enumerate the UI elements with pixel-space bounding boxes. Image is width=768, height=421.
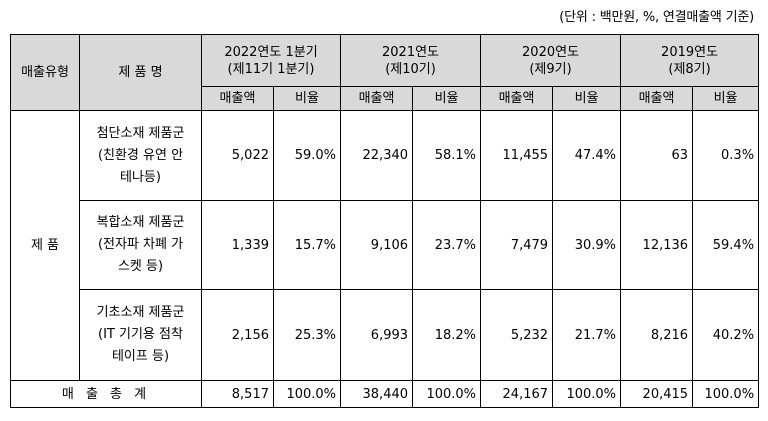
ratio-cell: 18.2%: [412, 289, 482, 381]
total-ratio-cell: 100.0%: [272, 380, 342, 408]
header-row-periods: 매출유형 제 품 명 2022연도 1분기 (제11기 1분기) 2021연도 …: [10, 34, 760, 111]
product-line: 테나등): [120, 169, 161, 185]
table-row: 기초소재 제품군 (IT 기기용 점착 테이프 등) 2,156 25.3% 6…: [11, 289, 760, 381]
total-sales-cell: 38,440: [340, 380, 414, 408]
sales-cell: 12,136: [620, 200, 694, 290]
sales-cell: 6,993: [340, 289, 414, 381]
period-year: 2021연도: [382, 44, 440, 60]
product-line: (전자파 차폐 가: [97, 237, 184, 252]
sales-cell: 9,106: [340, 200, 414, 290]
total-sales-cell: 8,517: [201, 380, 274, 408]
total-ratio-cell: 100.0%: [552, 380, 622, 408]
period-term: (제8기): [668, 61, 711, 77]
total-sales-cell: 24,167: [480, 380, 554, 408]
header-ratio: 비율: [272, 86, 342, 111]
sales-cell: 63: [620, 110, 694, 201]
product-name-cell: 복합소재 제품군 (전자파 차폐 가 스켓 등): [79, 200, 202, 290]
ratio-cell: 21.7%: [552, 289, 622, 381]
sales-cell: 7,479: [480, 200, 554, 290]
sales-cell: 22,340: [340, 110, 414, 201]
sales-cell: 5,022: [201, 110, 274, 201]
product-line: 스켓 등): [117, 259, 164, 274]
product-line: 첨단소재 제품군: [96, 125, 185, 141]
sales-cell: 1,339: [201, 200, 274, 290]
ratio-cell: 25.3%: [272, 289, 342, 381]
total-ratio-cell: 100.0%: [692, 380, 760, 408]
ratio-cell: 40.2%: [692, 289, 760, 381]
period-term: (제9기): [529, 61, 572, 77]
header-period: 2022연도 1분기 (제11기 1분기): [200, 34, 342, 87]
product-line: 기초소재 제품군: [96, 305, 185, 320]
header-product-name: 제 품 명: [79, 34, 202, 111]
header-sales: 매출액: [480, 86, 554, 111]
product-name-cell: 기초소재 제품군 (IT 기기용 점착 테이프 등): [79, 289, 202, 381]
period-year: 2020연도: [522, 44, 580, 60]
product-line: 복합소재 제품군: [96, 215, 185, 230]
ratio-cell: 15.7%: [272, 200, 342, 290]
unit-note: (단위 : 백만원, %, 연결매출액 기준): [559, 10, 754, 25]
ratio-cell: 59.0%: [272, 110, 342, 201]
header-sales: 매출액: [201, 86, 274, 111]
header-ratio: 비율: [692, 86, 760, 111]
header-row-metrics: 매출액 비율 매출액 비율 매출액 비율 매출액 비율: [11, 86, 760, 111]
sales-cell: 2,156: [201, 289, 274, 381]
header-sales-type: 매출유형: [10, 34, 80, 111]
period-term: (제10기): [385, 61, 436, 77]
period-year: 2022연도 1분기: [224, 44, 318, 60]
header-period: 2020연도 (제9기): [480, 34, 622, 87]
header-period: 2019연도 (제8기): [620, 34, 760, 87]
product-line: (친환경 유연 안: [97, 147, 184, 163]
total-ratio-cell: 100.0%: [412, 380, 482, 408]
sales-cell: 5,232: [480, 289, 554, 381]
header-period: 2021연도 (제10기): [340, 34, 482, 87]
ratio-cell: 30.9%: [552, 200, 622, 290]
header-sales: 매출액: [340, 86, 414, 111]
period-year: 2019연도: [661, 44, 719, 60]
product-name-cell: 첨단소재 제품군 (친환경 유연 안 테나등): [79, 110, 202, 201]
total-sales-cell: 20,415: [620, 380, 694, 408]
ratio-cell: 58.1%: [412, 110, 482, 201]
table-row: 복합소재 제품군 (전자파 차폐 가 스켓 등) 1,339 15.7% 9,1…: [11, 200, 760, 290]
product-line: (IT 기기용 점착: [98, 327, 183, 342]
ratio-cell: 59.4%: [692, 200, 760, 290]
header-sales: 매출액: [620, 86, 694, 111]
total-row: 매 출 총 계 8,517 100.0% 38,440 100.0% 24,16…: [10, 380, 760, 408]
category-cell: 제 품: [10, 110, 80, 381]
sales-table: 매출유형 제 품 명 2022연도 1분기 (제11기 1분기) 2021연도 …: [10, 34, 760, 408]
period-term: (제11기 1분기): [227, 61, 315, 77]
total-label: 매 출 총 계: [10, 380, 202, 408]
ratio-cell: 47.4%: [552, 110, 622, 201]
ratio-cell: 0.3%: [692, 110, 760, 201]
header-ratio: 비율: [552, 86, 622, 111]
sales-cell: 11,455: [480, 110, 554, 201]
table-row: 제 품 첨단소재 제품군 (친환경 유연 안 테나등) 5,022 59.0% …: [10, 110, 760, 381]
product-line: 테이프 등): [111, 349, 170, 364]
header-ratio: 비율: [412, 86, 482, 111]
ratio-cell: 23.7%: [412, 200, 482, 290]
sales-cell: 8,216: [620, 289, 694, 381]
